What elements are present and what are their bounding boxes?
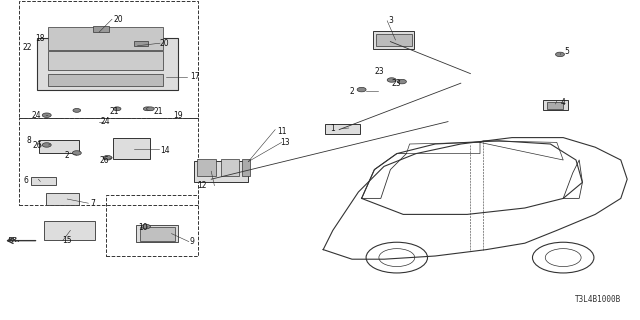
Bar — [543, 100, 568, 110]
Text: 18: 18 — [36, 34, 45, 43]
Text: 26: 26 — [99, 156, 109, 164]
Bar — [113, 138, 150, 159]
Circle shape — [73, 108, 81, 112]
Text: 14: 14 — [160, 146, 170, 155]
Circle shape — [72, 151, 81, 155]
Text: 19: 19 — [173, 111, 183, 120]
Text: 23: 23 — [374, 67, 384, 76]
Text: 8: 8 — [26, 136, 31, 145]
Bar — [325, 124, 360, 134]
Text: 23: 23 — [392, 79, 402, 88]
Bar — [140, 227, 175, 241]
Circle shape — [42, 143, 51, 147]
Text: 13: 13 — [280, 138, 290, 147]
Text: 17: 17 — [190, 72, 200, 81]
Text: 26: 26 — [32, 141, 42, 150]
Text: 4: 4 — [561, 98, 566, 107]
Bar — [31, 177, 56, 186]
Text: 24: 24 — [100, 117, 111, 126]
Circle shape — [103, 156, 112, 160]
Text: FR.: FR. — [8, 237, 20, 243]
Bar — [37, 38, 178, 90]
Text: 11: 11 — [277, 127, 286, 136]
Circle shape — [147, 107, 154, 111]
Bar — [136, 225, 177, 242]
Text: 15: 15 — [62, 236, 72, 245]
Text: 10: 10 — [138, 223, 148, 232]
Text: 1: 1 — [330, 124, 335, 132]
Bar — [48, 51, 163, 70]
Circle shape — [141, 224, 150, 229]
Circle shape — [143, 107, 151, 111]
Text: 9: 9 — [189, 237, 195, 246]
Bar — [221, 159, 239, 176]
Bar — [44, 221, 95, 240]
Text: 2: 2 — [349, 87, 355, 96]
Circle shape — [387, 78, 396, 82]
Bar — [547, 102, 563, 109]
Text: 24: 24 — [31, 111, 42, 120]
Text: 20: 20 — [113, 15, 124, 24]
Text: 12: 12 — [197, 181, 206, 190]
Bar — [372, 31, 415, 49]
Text: 3: 3 — [388, 16, 393, 25]
Circle shape — [42, 113, 51, 117]
Bar — [134, 41, 148, 46]
Text: 2: 2 — [65, 151, 70, 160]
Text: 7: 7 — [90, 199, 95, 208]
Text: 20: 20 — [159, 39, 170, 48]
Circle shape — [357, 87, 366, 92]
Circle shape — [113, 107, 121, 111]
Text: 21: 21 — [154, 107, 163, 116]
Bar — [197, 159, 216, 176]
Text: 6: 6 — [23, 176, 28, 185]
Text: 21: 21 — [109, 107, 118, 116]
Bar — [39, 140, 79, 153]
Bar — [93, 26, 109, 32]
Bar — [193, 161, 248, 182]
Bar — [376, 34, 412, 46]
Text: 5: 5 — [564, 47, 569, 56]
Circle shape — [556, 52, 564, 57]
Circle shape — [397, 79, 406, 84]
Bar — [48, 27, 163, 50]
Bar — [48, 74, 163, 86]
Text: T3L4B1000B: T3L4B1000B — [575, 295, 621, 304]
Bar — [46, 193, 79, 205]
Bar — [242, 159, 250, 176]
Text: 22: 22 — [23, 43, 32, 52]
